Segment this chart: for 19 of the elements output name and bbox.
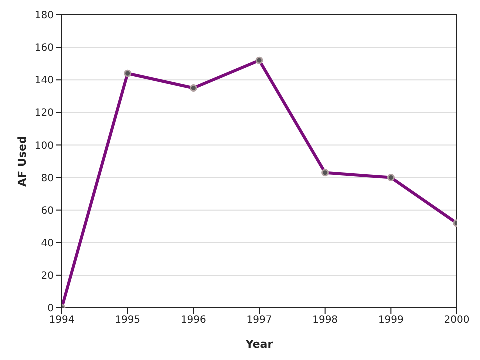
x-axis-title: Year [244, 338, 274, 351]
x-tick-label: 1995 [115, 315, 141, 326]
y-tick-label: 100 [34, 140, 54, 152]
y-tick-label: 0 [48, 304, 54, 315]
y-tick-label: 120 [34, 108, 54, 120]
y-axis-title: AF Used [16, 136, 29, 187]
y-tick-label: 80 [41, 173, 54, 184]
y-tick-label: 20 [41, 270, 54, 282]
x-tick-label: 1994 [49, 315, 75, 326]
y-tick-label: 160 [34, 43, 54, 54]
x-tick-label: 1996 [180, 315, 206, 326]
x-tick-label: 1999 [378, 315, 404, 326]
y-tick-label: 60 [41, 206, 54, 217]
x-tick-label: 1998 [312, 315, 338, 326]
y-tick-label: 40 [41, 238, 54, 250]
x-tick-label: 1997 [246, 315, 272, 326]
y-tick-label: 140 [34, 76, 54, 87]
x-tick-label: 2000 [444, 315, 470, 326]
y-tick-label: 180 [34, 10, 54, 22]
